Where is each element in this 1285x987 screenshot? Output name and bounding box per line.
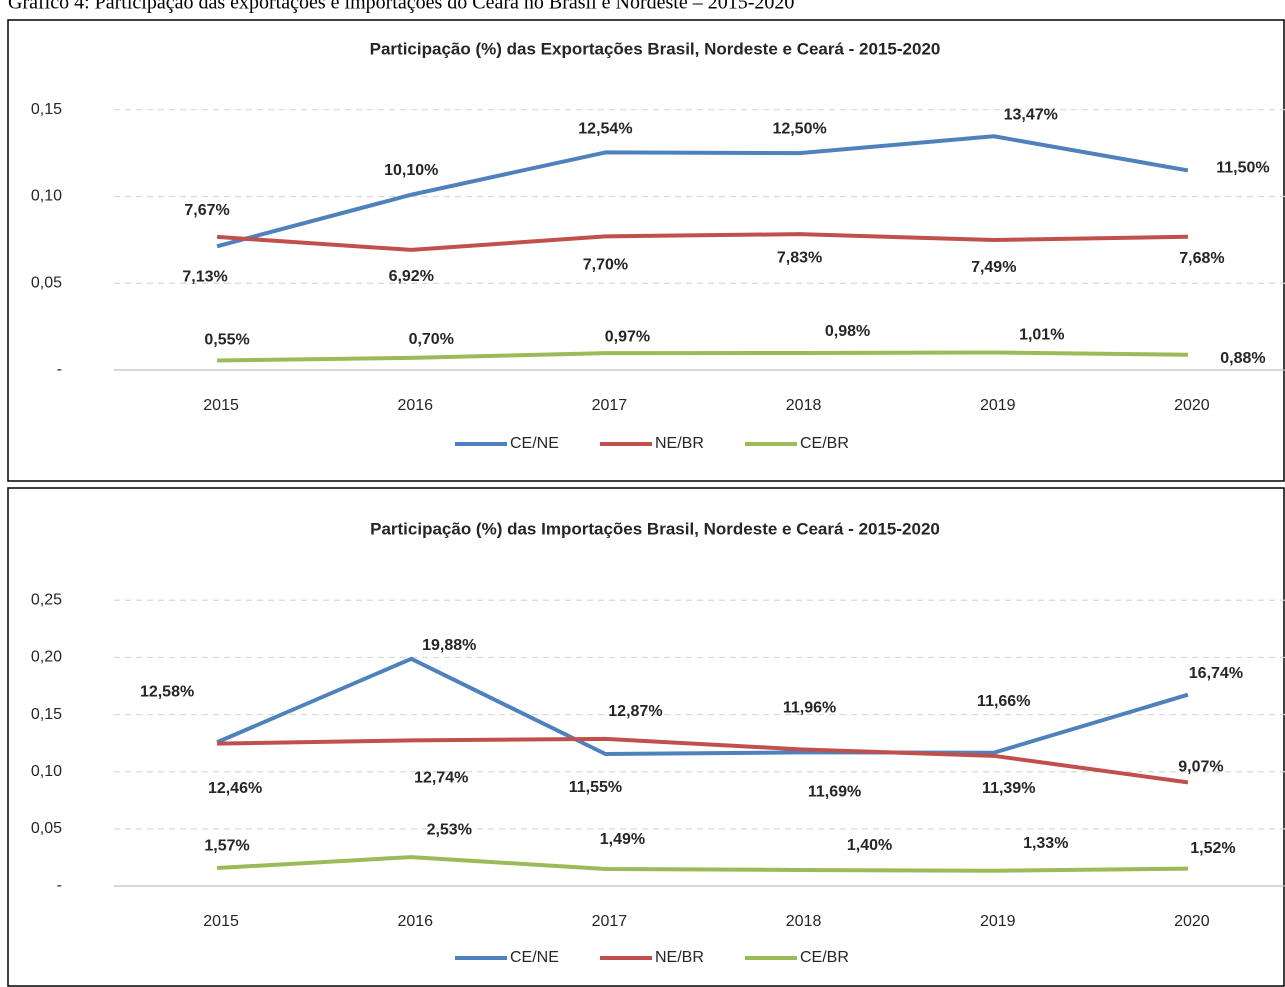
x-tick-label: 2019	[980, 913, 1016, 930]
x-tick-label: 2017	[592, 913, 628, 930]
y-tick-label: 0,05	[31, 274, 62, 291]
data-label: 7,68%	[1179, 250, 1224, 267]
x-tick-label: 2016	[397, 397, 433, 414]
data-label: 0,88%	[1220, 350, 1265, 367]
legend-label: CE/BR	[800, 435, 849, 452]
data-label: 9,07%	[1178, 759, 1223, 776]
y-tick-label: 0,10	[31, 188, 62, 205]
series-line	[216, 232, 1188, 252]
chart-title: Participação (%) das Exportações Brasil,…	[370, 39, 941, 58]
caption: Gráfico 4: Participação das exportações …	[8, 0, 794, 14]
data-label: 12,54%	[578, 121, 632, 138]
data-label: 7,13%	[182, 268, 227, 285]
data-label: 10,10%	[384, 162, 438, 179]
series-line	[216, 134, 1189, 249]
data-label: 2,53%	[427, 821, 472, 838]
x-tick-label: 2020	[1174, 913, 1210, 930]
chart-frame	[7, 487, 1285, 987]
series-line	[216, 656, 1189, 756]
x-tick-label: 2015	[203, 913, 239, 930]
data-label: 1,40%	[847, 837, 892, 854]
data-label: 7,83%	[777, 249, 822, 266]
x-tick-label: 2019	[980, 397, 1016, 414]
data-label: 7,67%	[184, 202, 229, 219]
data-label: 11,50%	[1216, 160, 1269, 177]
data-label: 19,88%	[422, 637, 476, 654]
data-label: 11,55%	[569, 779, 622, 796]
data-label: 0,97%	[605, 328, 650, 345]
y-tick-label: 0,25	[31, 592, 62, 609]
data-label: 16,74%	[1189, 665, 1243, 682]
x-tick-label: 2020	[1174, 397, 1210, 414]
data-label: 6,92%	[389, 268, 434, 285]
data-label: 1,57%	[204, 837, 249, 854]
x-tick-label: 2015	[203, 397, 239, 414]
legend-label: CE/NE	[510, 435, 559, 452]
data-label: 11,69%	[808, 784, 861, 801]
y-tick-label: -	[57, 877, 62, 894]
legend-label: CE/NE	[510, 949, 559, 966]
data-label: 13,47%	[1004, 106, 1058, 123]
x-tick-label: 2018	[786, 913, 822, 930]
data-label: 12,50%	[772, 120, 826, 137]
y-tick-label: 0,15	[31, 101, 62, 118]
chart-frame	[7, 19, 1285, 482]
chart-title: Participação (%) das Importações Brasil,…	[370, 519, 940, 538]
x-tick-label: 2018	[786, 397, 822, 414]
data-label: 0,98%	[825, 323, 870, 340]
y-tick-label: 0,20	[31, 649, 62, 666]
data-label: 1,52%	[1190, 840, 1235, 857]
data-label: 12,46%	[208, 780, 262, 797]
data-label: 11,66%	[977, 693, 1030, 710]
y-tick-label: 0,05	[31, 820, 62, 837]
y-tick-label: 0,15	[31, 706, 62, 723]
data-label: 11,96%	[783, 700, 836, 717]
data-label: 1,49%	[600, 831, 645, 848]
legend-label: NE/BR	[655, 435, 704, 452]
data-label: 1,01%	[1019, 327, 1064, 344]
data-label: 12,87%	[608, 703, 662, 720]
legend-label: NE/BR	[655, 949, 704, 966]
y-tick-label: 0,10	[31, 763, 62, 780]
data-label: 12,58%	[140, 683, 194, 700]
x-tick-label: 2016	[397, 913, 433, 930]
data-label: 7,49%	[971, 259, 1016, 276]
data-label: 1,33%	[1023, 835, 1068, 852]
y-tick-label: -	[57, 361, 62, 378]
data-label: 11,39%	[982, 780, 1035, 797]
data-label: 7,70%	[583, 257, 628, 274]
legend-label: CE/BR	[800, 949, 849, 966]
x-tick-label: 2017	[592, 397, 628, 414]
data-label: 0,70%	[409, 331, 454, 348]
series-line	[216, 855, 1188, 873]
data-label: 12,74%	[414, 770, 468, 787]
series-line	[217, 350, 1188, 363]
series-line	[217, 736, 1189, 785]
data-label: 0,55%	[204, 332, 249, 349]
